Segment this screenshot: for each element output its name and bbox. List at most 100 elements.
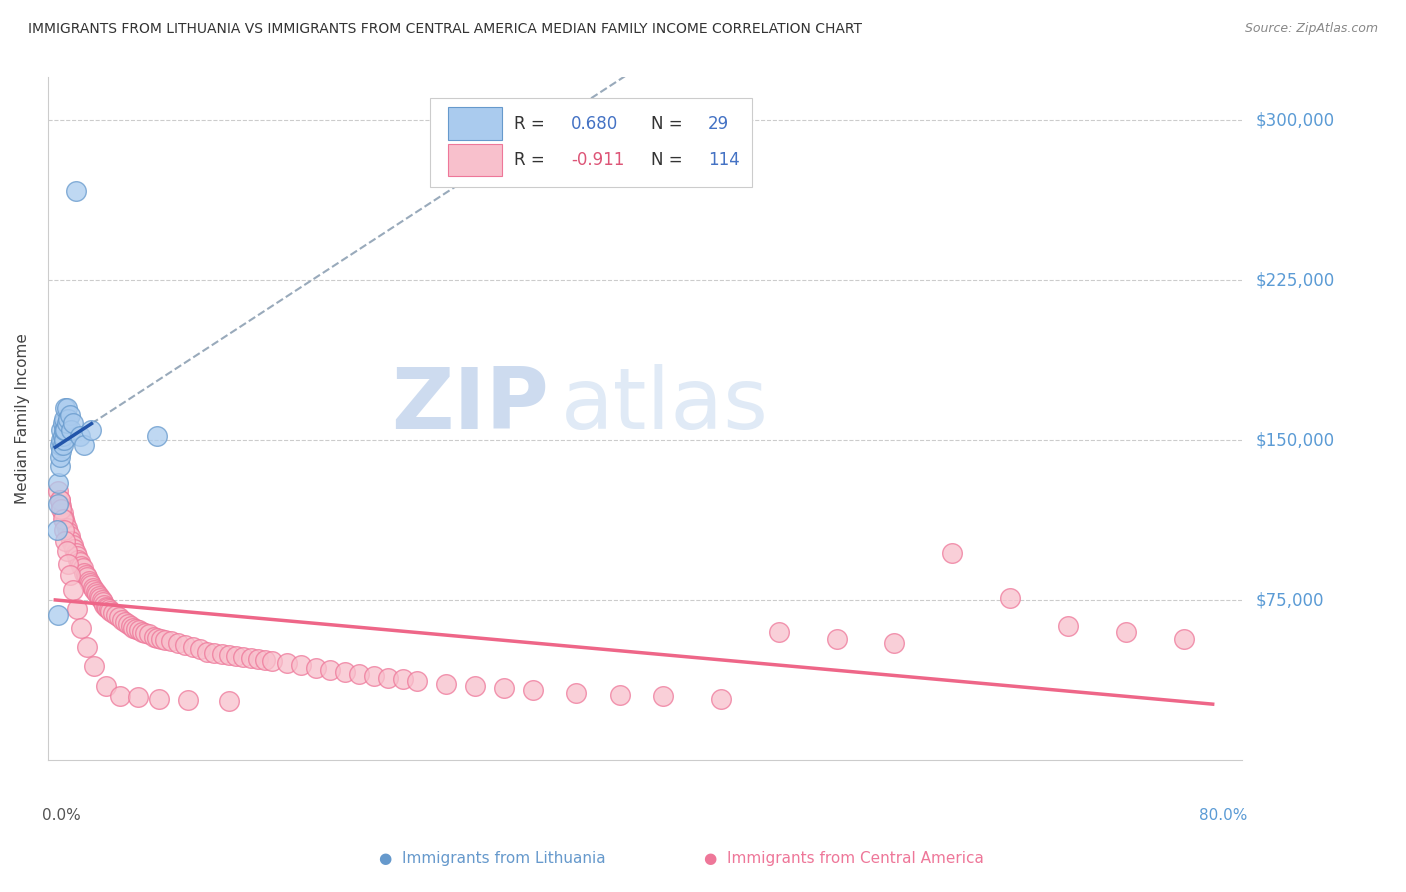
Point (52, 512, 75, 526)
Point (65, 184, 87, 198)
Point (883, 636, 905, 650)
Text: 29: 29 (709, 115, 730, 133)
Text: ZIP: ZIP (392, 364, 550, 447)
Point (347, 667, 370, 681)
Point (77, 574, 100, 588)
Point (48, 493, 70, 508)
Point (174, 638, 197, 652)
Point (48, 437, 70, 451)
Point (93, 598, 115, 612)
Point (333, 665, 356, 679)
Point (82, 581, 104, 595)
Point (91, 595, 114, 609)
Text: N =: N = (651, 151, 688, 169)
Point (710, 691, 733, 706)
Point (66, 602, 89, 616)
Point (72, 561, 94, 575)
Point (138, 627, 160, 641)
Text: $75,000: $75,000 (1256, 591, 1324, 609)
Text: R =: R = (513, 151, 550, 169)
Text: Source: ZipAtlas.com: Source: ZipAtlas.com (1244, 22, 1378, 36)
Point (56, 521, 79, 535)
Point (276, 657, 298, 671)
Point (69, 429, 91, 443)
Point (46, 484, 69, 499)
Point (60, 423, 83, 437)
Point (48, 458, 70, 473)
Point (56, 544, 79, 558)
Point (319, 663, 342, 677)
Y-axis label: Median Family Income: Median Family Income (15, 334, 30, 504)
Point (218, 648, 240, 662)
Point (94, 679, 117, 693)
Point (96, 600, 118, 615)
Point (195, 644, 218, 658)
Point (651, 690, 673, 704)
Point (160, 633, 183, 648)
Point (117, 616, 139, 631)
Point (522, 683, 544, 698)
Point (80, 423, 103, 437)
Point (149, 632, 172, 646)
Point (177, 692, 200, 706)
Point (49, 501, 72, 516)
Point (55, 516, 77, 531)
Point (565, 686, 588, 700)
Point (58, 557, 80, 571)
Point (1115, 625, 1137, 640)
Point (52, 412, 75, 426)
Text: 0.0%: 0.0% (42, 808, 80, 823)
Point (55, 401, 77, 416)
Text: $300,000: $300,000 (1256, 112, 1334, 129)
Point (55, 423, 77, 437)
Point (768, 625, 790, 640)
Point (70, 621, 93, 635)
Point (76, 570, 98, 584)
Point (391, 673, 413, 687)
Point (49, 500, 72, 514)
Point (211, 647, 233, 661)
Point (1057, 619, 1080, 633)
Point (204, 646, 226, 660)
Point (825, 632, 848, 646)
Point (188, 642, 211, 657)
Point (114, 615, 136, 629)
Text: IMMIGRANTS FROM LITHUANIA VS IMMIGRANTS FROM CENTRAL AMERICA MEDIAN FAMILY INCOM: IMMIGRANTS FROM LITHUANIA VS IMMIGRANTS … (28, 22, 862, 37)
Point (63, 542, 86, 557)
Point (90, 593, 112, 607)
Point (155, 632, 177, 647)
Text: 0.680: 0.680 (571, 115, 619, 133)
Point (108, 610, 131, 624)
Point (59, 408, 82, 422)
Point (120, 619, 142, 633)
Point (1173, 632, 1195, 646)
Point (76, 640, 98, 655)
Point (83, 659, 105, 673)
Text: ●  Immigrants from Central America: ● Immigrants from Central America (703, 851, 984, 865)
Point (434, 676, 457, 690)
Point (131, 625, 153, 640)
Point (52, 523, 75, 537)
Point (98, 604, 121, 618)
Point (51, 437, 73, 451)
Point (998, 591, 1021, 606)
Point (59, 529, 82, 543)
Point (363, 669, 385, 683)
Text: 80.0%: 80.0% (1199, 808, 1247, 823)
Point (86, 587, 108, 601)
Point (52, 434, 75, 448)
Point (46, 497, 69, 511)
Point (232, 649, 254, 664)
Point (97, 602, 120, 616)
Point (122, 621, 145, 635)
Point (105, 608, 128, 623)
Point (52, 423, 75, 437)
Text: $150,000: $150,000 (1256, 431, 1334, 450)
Point (110, 690, 132, 704)
Point (48, 493, 70, 508)
Point (51, 506, 73, 520)
Text: 114: 114 (709, 151, 740, 169)
Point (49, 423, 72, 437)
Text: R =: R = (513, 115, 550, 133)
Text: -0.911: -0.911 (571, 151, 624, 169)
